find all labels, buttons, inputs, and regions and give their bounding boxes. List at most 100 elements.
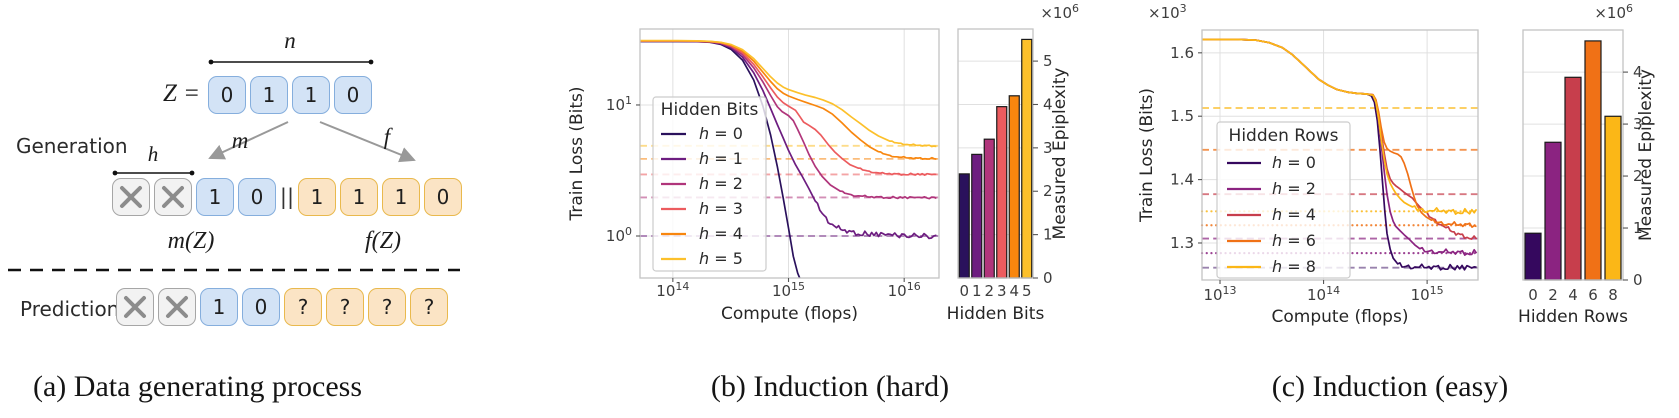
x-mark-icon [124, 296, 146, 318]
bar [1544, 141, 1562, 281]
bar [1524, 232, 1542, 281]
bar [971, 153, 983, 279]
y-tick-label: 100 [606, 225, 632, 245]
bar [1604, 115, 1622, 281]
epiplexity-bars [1524, 40, 1622, 281]
series-line [640, 39, 937, 161]
bit-box: 0 [424, 178, 462, 216]
y-tick-label: 1.3 [1170, 234, 1194, 252]
n-length-label: n [284, 28, 296, 53]
x-mark-icon [166, 296, 188, 318]
bit-box: 0 [242, 288, 280, 326]
series-line [640, 40, 937, 176]
series-line [640, 39, 937, 148]
bit-box: 0 [208, 76, 246, 114]
prediction-label: Prediction [20, 297, 120, 321]
induction-easy-charts: 1013 1014 1015 1.3 1.4 1.5 1.6 Compute (flops) T… [1137, 2, 1656, 327]
bar [958, 173, 970, 279]
legend-entry-label: h = 8 [1272, 257, 1316, 276]
legend-entry-label: h = 4 [699, 224, 743, 243]
loss-curves [640, 39, 937, 278]
x-mark-icon [162, 186, 184, 208]
masked-bit-box [116, 288, 154, 326]
bar-x-tick-label: 2 [984, 282, 994, 300]
bar-tick-marks [1033, 60, 1038, 279]
bar [1021, 38, 1033, 279]
mapping-arrows [208, 121, 416, 163]
tick-marks [1198, 52, 1428, 284]
caption-b: (b) Induction (hard) [710, 370, 950, 403]
bar-x-tick-label: 4 [1009, 282, 1019, 300]
series-line [1202, 38, 1478, 215]
bar-x-tick-label: 6 [1588, 286, 1598, 304]
bit-box: 0 [334, 76, 372, 114]
legend-entry-label: h = 0 [1272, 153, 1316, 172]
y-tick-label: 1.6 [1170, 44, 1194, 62]
y-axis-label: Train Loss (Bits) [567, 86, 587, 221]
legend-entry-label: h = 1 [699, 149, 743, 168]
legend-entry-label: h = 2 [699, 174, 743, 193]
bar [996, 106, 1008, 279]
bar-x-tick-label: 2 [1548, 286, 1558, 304]
bar-x-tick-label: 3 [997, 282, 1007, 300]
bar-y-axis-label: Measured Epiplexity [1636, 69, 1656, 241]
bar-y-tick-label: 5 [1043, 52, 1053, 70]
legend-title: Hidden Rows [1229, 126, 1339, 146]
masked-bit-box [154, 178, 192, 216]
bit-box: ? [410, 288, 448, 326]
x-mark-icon [120, 186, 142, 208]
legend-entry-label: h = 5 [699, 249, 743, 268]
h-measure-line [112, 170, 195, 176]
bar-x-axis-label: Hidden Rows [1518, 307, 1628, 327]
masked-bit-box [158, 288, 196, 326]
x-tick-label: 1015 [772, 280, 805, 300]
y-tick-label: 1.5 [1170, 107, 1194, 125]
bar-y-tick-label: 3 [1043, 139, 1053, 157]
bit-box: ? [326, 288, 364, 326]
legend-entry-label: h = 3 [699, 199, 743, 218]
tick-marks [636, 104, 905, 282]
h-hidden-label: h [147, 142, 159, 166]
bar-y-tick-label: 2 [1633, 167, 1643, 185]
bit-box: 1 [298, 178, 336, 216]
series-line [640, 40, 937, 240]
y-axis-offset-label: ×103 [1148, 2, 1187, 22]
panel-induction-easy: 1013 1014 1015 1.3 1.4 1.5 1.6 Compute (flops) T… [1120, 0, 1679, 418]
legend-title: Hidden Bits [661, 100, 759, 120]
legend: Hidden Bits h = 0 h = 1 h = 2 h = 3 h = 4 h = … [652, 96, 767, 272]
caption-a: (a) Data generating process [32, 370, 362, 403]
plot-frame [639, 28, 940, 279]
concatenation-symbol: || [279, 185, 295, 209]
bar [1008, 95, 1020, 279]
caption-c: (c) Induction (easy) [1271, 370, 1509, 403]
bar-x-axis-label: Hidden Bits [947, 304, 1045, 324]
bar-plot-frame [1522, 29, 1624, 281]
epiplexity-bars [958, 38, 1033, 279]
bar-y-tick-label: 2 [1043, 182, 1053, 200]
z-equals-label: Z = [162, 80, 200, 107]
panel-induction-hard: 1014 1015 1016 100 101 Compute (flops) Train L… [560, 0, 1100, 418]
bar-y-tick-label: 1 [1633, 219, 1643, 237]
diagram-overlay [8, 59, 460, 272]
bar-x-tick-label: 1 [972, 282, 982, 300]
series-line [640, 40, 937, 200]
m-of-z-label: m(Z) [167, 228, 215, 254]
x-tick-label: 1014 [656, 280, 689, 300]
legend-entry-label: h = 2 [1272, 179, 1316, 198]
f-function-label: f [383, 124, 391, 149]
bit-box: 1 [382, 178, 420, 216]
legend-entry-label: h = 0 [699, 124, 743, 143]
bar-y-tick-label: 4 [1043, 95, 1053, 113]
prediction-bit-row: 1 0???? [116, 288, 448, 326]
bar-x-tick-label: 4 [1568, 286, 1578, 304]
y-tick-label: 1.4 [1170, 171, 1194, 189]
legend: Hidden Rows h = 0 h = 2 h = 4 h = 6 h = 8 [1216, 121, 1351, 279]
panel-data-generating-process: n Z = m f Generation h m(Z) f(Z) Predict… [0, 0, 545, 418]
bar-y-tick-label: 3 [1633, 115, 1643, 133]
bar-x-tick-label: 8 [1608, 286, 1618, 304]
bar [1584, 40, 1602, 281]
bar-y-tick-label: 0 [1043, 269, 1053, 287]
bit-box: 1 [200, 288, 238, 326]
y-axis-label: Train Loss (Bits) [1137, 88, 1157, 223]
